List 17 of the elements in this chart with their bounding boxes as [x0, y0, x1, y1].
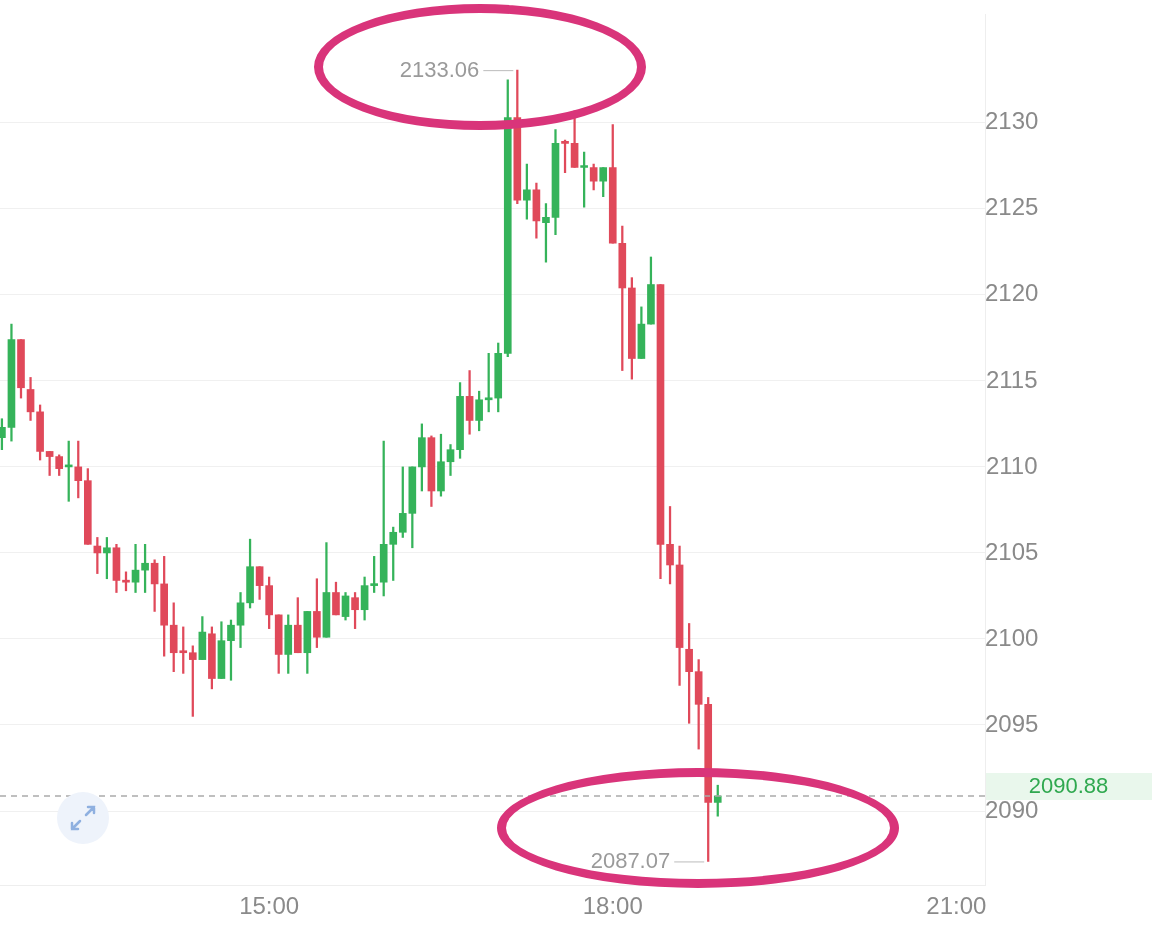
- candlestick: [45, 451, 54, 476]
- y-tick-label: 2090: [985, 795, 1039, 823]
- x-tick-label: 21:00: [926, 892, 987, 920]
- candlestick: [131, 544, 140, 593]
- y-tick-label: 2110: [985, 451, 1038, 479]
- annotation: 2087.07: [590, 848, 671, 874]
- y-tick-label: 2105: [985, 537, 1039, 565]
- y-tick-label: 2125: [985, 193, 1039, 221]
- x-tick-label: 15:00: [239, 892, 300, 920]
- y-tick-label: 2115: [985, 365, 1038, 393]
- y-tick-label: 2130: [985, 107, 1039, 135]
- y-tick-label: 2120: [985, 279, 1039, 307]
- ref-line-label: 2090.88: [1028, 772, 1109, 798]
- y-tick-label: 2100: [985, 623, 1039, 651]
- annotation: 2133.06: [399, 57, 480, 83]
- y-tick-label: 2095: [985, 709, 1039, 737]
- x-tick-label: 18:00: [582, 892, 643, 920]
